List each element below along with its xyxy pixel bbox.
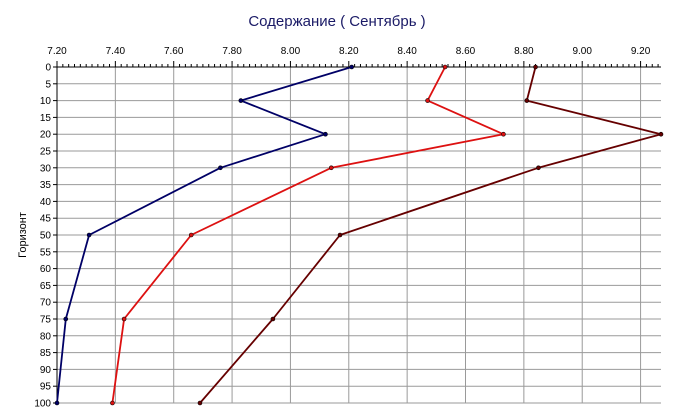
- y-tick-label: 20: [40, 130, 52, 141]
- data-point: [121, 316, 127, 322]
- data-point: [524, 98, 530, 103]
- series-1: [54, 64, 355, 406]
- y-tick-label: 75: [40, 315, 52, 326]
- data-point: [658, 131, 664, 137]
- data-point: [337, 232, 343, 238]
- x-tick-label: 8.20: [339, 46, 359, 57]
- y-tick-label: 60: [40, 264, 52, 275]
- data-point: [425, 98, 430, 103]
- y-tick-label: 40: [40, 197, 52, 208]
- series-2: [110, 64, 506, 406]
- data-point: [328, 165, 334, 171]
- series: [54, 64, 664, 406]
- data-point: [197, 400, 203, 406]
- y-tick-label: 15: [40, 113, 52, 124]
- y-tick-label: 95: [40, 382, 52, 393]
- x-tick-label: 8.00: [281, 46, 301, 57]
- data-point: [349, 64, 355, 70]
- y-tick-label: 45: [40, 214, 52, 225]
- data-point: [54, 400, 60, 406]
- x-tick-label: 7.60: [164, 46, 184, 57]
- data-point: [442, 64, 448, 70]
- y-tick-label: 65: [40, 281, 52, 292]
- data-point: [501, 131, 506, 137]
- x-tick-label: 9.00: [572, 46, 592, 57]
- y-tick-label: 70: [40, 298, 52, 309]
- x-tick-label: 7.80: [222, 46, 242, 57]
- data-point: [86, 232, 92, 238]
- x-tick-label: 7.40: [106, 46, 126, 57]
- y-tick-label: 30: [40, 163, 52, 174]
- y-axis-label: Горизонт: [17, 212, 29, 258]
- y-tick-label: 85: [40, 348, 52, 359]
- y-tick-label: 55: [40, 247, 52, 258]
- series-3: [197, 64, 664, 406]
- data-point: [536, 165, 541, 171]
- x-tick-label: 8.40: [397, 46, 417, 57]
- x-axis-ticks: 7.20 7.40 7.60 7.80 8.00 8.20 8.40 8.60 8.80 9.00…: [47, 46, 659, 67]
- data-point: [218, 165, 223, 171]
- y-tick-label: 50: [40, 231, 52, 242]
- x-tick-label: 7.20: [47, 46, 67, 57]
- data-point: [533, 64, 538, 70]
- y-tick-label: 25: [40, 147, 52, 158]
- x-tick-label: 8.80: [514, 46, 534, 57]
- data-point: [63, 316, 69, 322]
- y-tick-label: 10: [40, 96, 52, 107]
- y-tick-label: 5: [45, 79, 51, 90]
- y-axis-ticks: 0 5 10 15 20 25 30 35 40 45 50 55 60 65 70 75 80 85 90 95 10…: [34, 63, 57, 410]
- data-point: [323, 131, 328, 137]
- chart-title: Содержание ( Сентябрь ): [248, 13, 425, 30]
- grid: [56, 66, 661, 404]
- data-point: [238, 98, 244, 103]
- y-tick-label: 35: [40, 180, 52, 191]
- y-tick-label: 100: [34, 399, 51, 410]
- data-point: [270, 316, 276, 322]
- data-point: [188, 232, 194, 238]
- x-tick-label: 9.20: [631, 46, 651, 57]
- data-point: [110, 400, 115, 406]
- x-tick-label: 8.60: [456, 46, 476, 57]
- y-tick-label: 80: [40, 331, 52, 342]
- y-tick-label: 90: [40, 365, 52, 376]
- y-tick-label: 0: [45, 63, 51, 74]
